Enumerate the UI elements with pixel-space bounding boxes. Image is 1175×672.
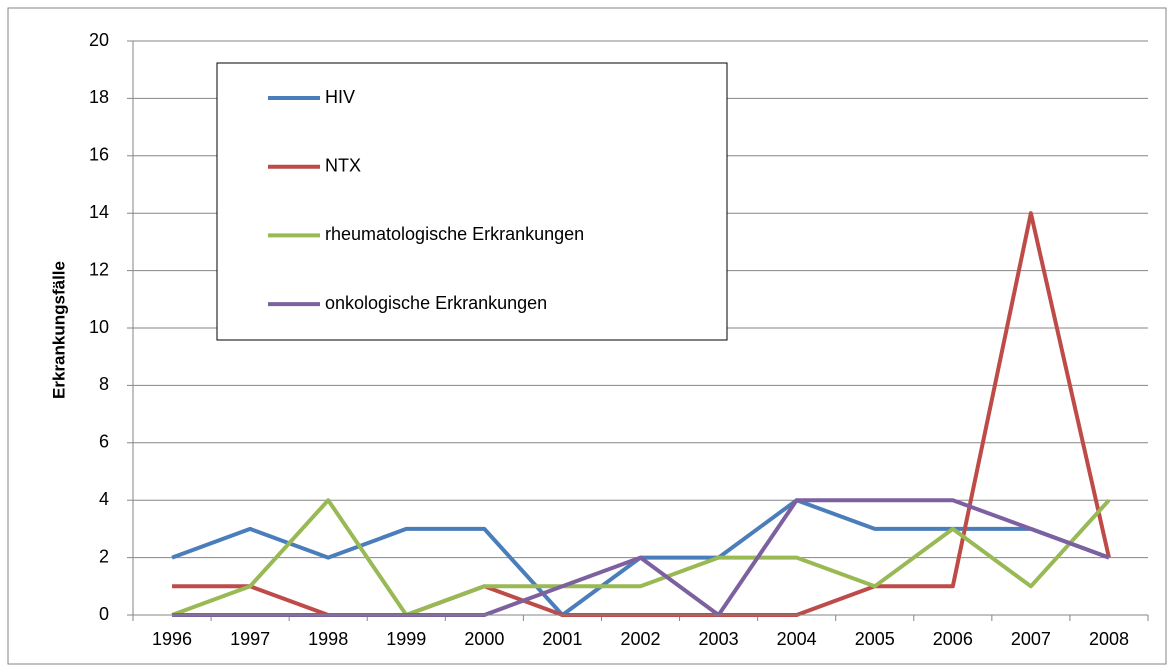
- y-tick-label: 20: [89, 30, 109, 50]
- series-line: [171, 498, 1111, 617]
- x-tick-label: 2006: [933, 629, 973, 649]
- x-tick-label: 2004: [777, 629, 817, 649]
- y-tick-label: 2: [99, 546, 109, 566]
- y-tick-label: 14: [89, 202, 109, 222]
- x-tick-label: 1997: [230, 629, 270, 649]
- y-tick-label: 16: [89, 145, 109, 165]
- x-tick-label: 1996: [152, 629, 192, 649]
- x-tick-label: 2008: [1089, 629, 1129, 649]
- x-tick-label: 2001: [542, 629, 582, 649]
- x-tick-label: 1998: [308, 629, 348, 649]
- y-tick-label: 10: [89, 317, 109, 337]
- x-tick-label: 2005: [855, 629, 895, 649]
- y-tick-label: 0: [99, 604, 109, 624]
- y-tick-label: 18: [89, 87, 109, 107]
- x-tick-label: 1999: [386, 629, 426, 649]
- y-tick-label: 12: [89, 259, 109, 279]
- legend-box: [216, 62, 728, 341]
- legend-label: NTX: [325, 155, 361, 175]
- legend-label: HIV: [325, 87, 355, 107]
- x-tick-label: 2007: [1011, 629, 1051, 649]
- x-tick-label: 2002: [620, 629, 660, 649]
- legend-label: onkologische Erkrankungen: [325, 293, 547, 313]
- y-tick-label: 6: [99, 432, 109, 452]
- y-tick-label: 4: [99, 489, 109, 509]
- x-tick-label: 2003: [699, 629, 739, 649]
- x-tick-label: 2000: [464, 629, 504, 649]
- y-tick-label: 8: [99, 374, 109, 394]
- y-axis-title: Erkrankungsfälle: [49, 261, 68, 399]
- legend-label: rheumatologische Erkrankungen: [325, 224, 584, 244]
